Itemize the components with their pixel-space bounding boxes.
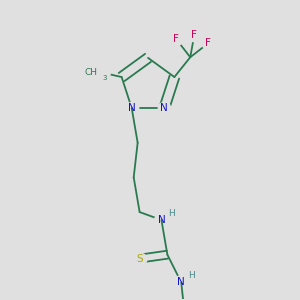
Text: 3: 3: [103, 75, 107, 81]
Text: F: F: [205, 38, 211, 48]
Text: CH: CH: [85, 68, 98, 76]
Text: F: F: [173, 34, 179, 44]
Text: N: N: [160, 103, 168, 113]
Text: N: N: [158, 215, 165, 225]
Text: H: H: [188, 271, 194, 280]
Text: N: N: [177, 278, 185, 287]
Text: N: N: [128, 103, 136, 113]
Text: H: H: [168, 208, 175, 217]
Text: S: S: [136, 254, 143, 264]
Text: F: F: [191, 30, 197, 40]
